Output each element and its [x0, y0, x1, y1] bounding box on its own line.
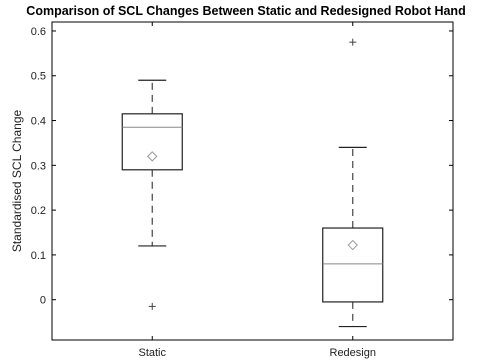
x-axis: Static Redesign: [138, 22, 376, 359]
y-tick-label: 0.5: [31, 71, 46, 83]
y-tick-label: 0: [40, 295, 46, 307]
x-tick-label: Redesign: [330, 347, 376, 359]
y-tick-label: 0.4: [31, 116, 46, 128]
y-tick-label: 0.2: [31, 205, 46, 217]
mean-marker: [347, 239, 358, 251]
y-axis-label: Standardised SCL Change: [10, 110, 24, 253]
iqr-box: [121, 113, 183, 171]
y-tick-label: 0.6: [31, 26, 46, 38]
chart-title: Comparison of SCL Changes Between Static…: [26, 4, 465, 18]
y-tick-label: 0.1: [31, 250, 46, 262]
plot-area: [51, 21, 454, 341]
outlier-marker: [349, 38, 357, 46]
boxes-group: [121, 38, 384, 328]
outlier-marker: [148, 302, 156, 310]
mean-marker: [147, 151, 158, 162]
x-tick-label: Static: [138, 347, 166, 359]
iqr-box: [322, 227, 384, 303]
y-axis: 0 0.1 0.2 0.3 0.4 0.5 0.6: [31, 26, 453, 307]
y-tick-label: 0.3: [31, 160, 46, 172]
